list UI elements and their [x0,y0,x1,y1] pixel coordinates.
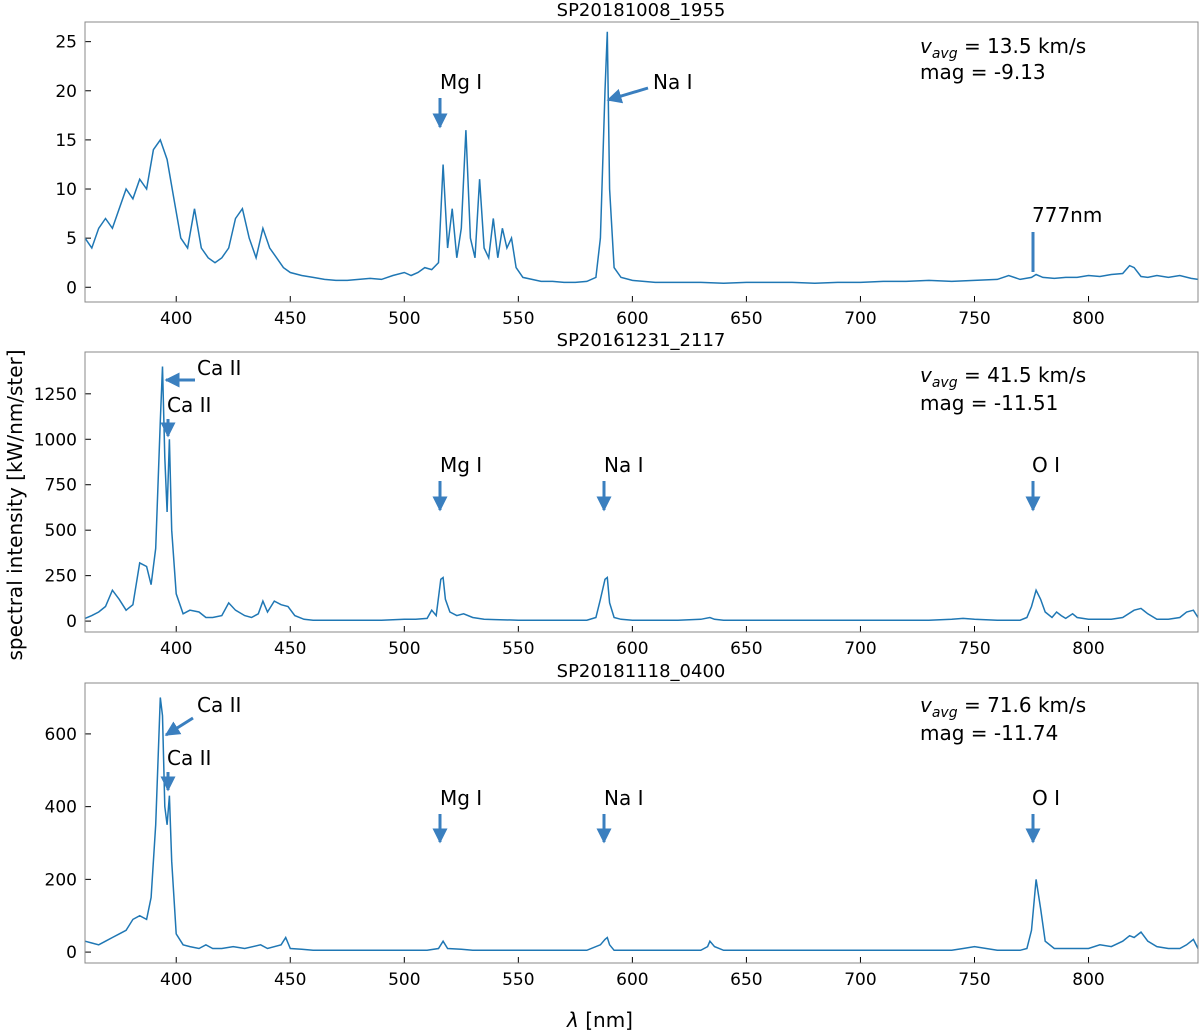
panel-1-velocity: vavg = 13.5 km/s [920,34,1086,62]
panel-3-x-tick-label: 800 [1072,970,1104,990]
panel-2-label-ca-ii-h: Ca II [167,393,211,417]
panel-3-y-tick-label: 600 [45,725,77,745]
panel-1-label-mg-i: Mg I [440,70,482,94]
panel-1-velocity-value: = 13.5 km/s [958,34,1087,58]
panel-1-frame [84,21,1199,303]
panel-2-frame [84,351,1199,633]
panel-2-y-tick-label: 1000 [34,430,77,450]
panel-2-y-tick-label: 250 [45,567,77,587]
panel-2-label-ca-ii-k: Ca II [197,356,241,380]
panel-1-y-tick-label: 20 [55,82,77,102]
panel-2-y-tick-label: 1250 [34,385,77,405]
panel-1-label-na-i: Na I [653,70,692,94]
panel-3-y-tick-label: 200 [45,870,77,890]
panel-2-x-tick-label: 800 [1072,639,1104,659]
panel-2-magnitude: mag = -11.51 [920,391,1058,415]
panel-2-velocity-value: = 41.5 km/s [958,363,1087,387]
panel-1-spectrum-line [84,31,1199,285]
panel-1-y-tick-label: 0 [66,278,77,298]
panel-2-velocity: vavg = 41.5 km/s [920,363,1086,391]
y-axis-label: spectral intensity [kW/nm/ster] [3,349,27,660]
panel-1-velocity-sub: avg [932,46,958,62]
panel-2-label-na-i: Na I [604,453,643,477]
panel-2: SP20161231_2117 400 450 500 550 600 650 700 750… [34,330,1199,659]
panel-1: SP20181008_1955 400 450 500 550 600 650 700 750… [55,0,1199,329]
panel-2-x-tick-label: 400 [160,639,192,659]
panel-3-velocity: vavg = 71.6 km/s [920,693,1086,721]
panel-1-label-777nm: 777nm [1032,203,1102,227]
panel-1-y-tick-label: 25 [55,33,77,53]
panel-2-label-o-i: O I [1032,453,1060,477]
panel-2-x-tick-label: 550 [502,639,534,659]
panel-3-label-ca-ii-h: Ca II [167,746,211,770]
panel-2-y-tick-label: 500 [45,521,77,541]
panel-3-velocity-value: = 71.6 km/s [958,693,1087,717]
x-axis-label: λ [nm] [566,1008,633,1032]
panel-3: SP20181118_0400 400 450 500 550 600 650 700 750… [45,661,1199,990]
panel-3-x-tick-label: 500 [388,970,420,990]
x-axis-symbol: λ [566,1008,579,1032]
panel-2-x-tick-label: 600 [616,639,648,659]
panel-3-velocity-symbol: v [920,693,933,717]
panel-2-spectrum-line [84,366,1199,621]
panel-2-velocity-sub: avg [932,375,958,391]
panel-2-x-tick-label: 500 [388,639,420,659]
panel-3-arrow-ca-ii-k [164,716,194,737]
panel-1-arrow-na-i [606,86,649,104]
panel-2-x-tick-label: 750 [958,639,990,659]
panel-1-y-tick-label: 10 [55,180,77,200]
panel-3-x-tick-label: 700 [844,970,876,990]
panel-2-x-tick-label: 450 [274,639,306,659]
panel-3-x-tick-label: 600 [616,970,648,990]
panel-1-magnitude: mag = -9.13 [920,60,1046,84]
panel-3-spectrum-line [84,697,1199,952]
panel-1-x-tick-label: 600 [616,309,648,329]
panel-3-label-mg-i: Mg I [440,786,482,810]
panel-3-title: SP20181118_0400 [557,661,726,682]
panel-1-x-tick-label: 500 [388,309,420,329]
panel-2-x-tick-label: 700 [844,639,876,659]
panel-1-x-tick-label: 800 [1072,309,1104,329]
panel-1-title: SP20181008_1955 [557,0,726,21]
panel-1-x-tick-label: 450 [274,309,306,329]
x-axis-unit: [nm] [579,1008,633,1032]
panel-3-x-tick-label: 400 [160,970,192,990]
panel-3-velocity-sub: avg [932,705,958,721]
panel-1-y-tick-label: 15 [55,131,77,151]
panel-1-x-tick-label: 700 [844,309,876,329]
panel-3-x-tick-label: 450 [274,970,306,990]
panel-3-x-tick-label: 750 [958,970,990,990]
panel-3-y-tick-label: 400 [45,798,77,818]
panel-3-x-tick-label: 550 [502,970,534,990]
panel-1-x-tick-label: 550 [502,309,534,329]
panel-2-y-tick-label: 750 [45,476,77,496]
panel-3-magnitude: mag = -11.74 [920,721,1058,745]
panel-2-y-tick-label: 0 [66,612,77,632]
panel-1-x-tick-label: 400 [160,309,192,329]
panel-3-label-ca-ii-k: Ca II [197,693,241,717]
panel-2-x-tick-label: 650 [730,639,762,659]
panel-3-x-tick-label: 650 [730,970,762,990]
panel-1-x-tick-label: 750 [958,309,990,329]
panel-3-label-o-i: O I [1032,786,1060,810]
panel-1-x-tick-label: 650 [730,309,762,329]
panel-1-velocity-symbol: v [920,34,933,58]
panel-2-label-mg-i: Mg I [440,453,482,477]
panel-3-y-tick-label: 0 [66,943,77,963]
panel-2-title: SP20161231_2117 [557,330,726,351]
panel-1-y-tick-label: 5 [66,229,77,249]
panel-3-label-na-i: Na I [604,786,643,810]
panel-2-velocity-symbol: v [920,363,933,387]
panel-3-frame [84,682,1199,964]
